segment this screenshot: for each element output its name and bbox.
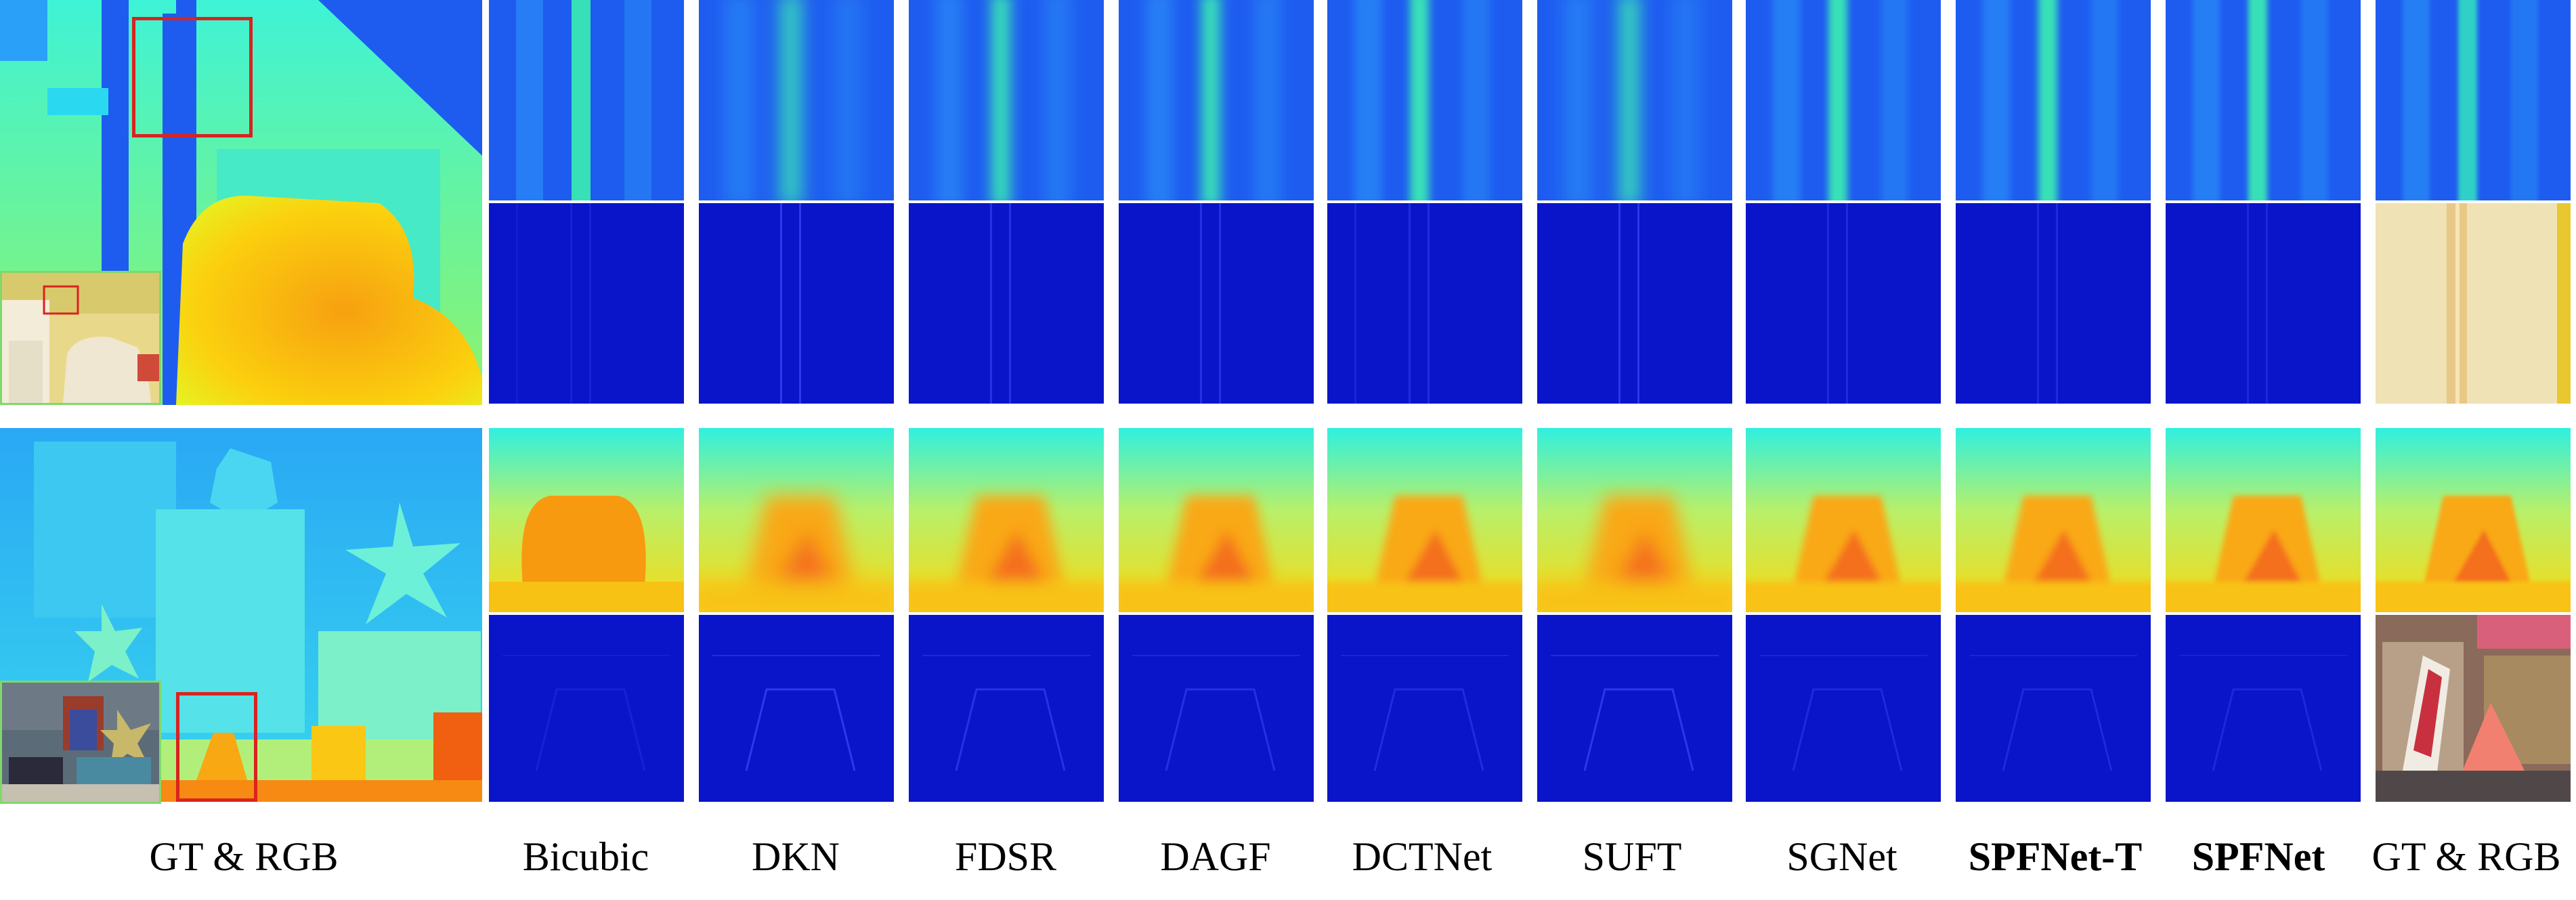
error-map-scene-2-fdsr [909,615,1104,802]
roi-box-scene-2 [176,692,257,802]
column-label-dagf: DAGF [1160,834,1271,879]
column-label-spfnet: SPFNet [2191,834,2325,879]
rgb-crop-scene-2-gt-rgb-right [2376,615,2571,802]
column-label-suft: SUFT [1582,834,1682,879]
error-map-scene-1-dctnet [1327,203,1522,404]
error-map-scene-1-sgnet [1746,203,1941,404]
rgb-inset-scene-2 [0,681,161,804]
column-label-dkn: DKN [752,834,840,879]
error-map-scene-1-dkn [699,203,894,404]
column-label-fdsr: FDSR [954,834,1057,879]
column-label-gt-rgb-right: GT & RGB [2371,834,2561,879]
column-label-bicubic: Bicubic [522,834,649,879]
depth-crop-scene-2-bicubic [489,428,684,612]
depth-crop-scene-1-spfnet [2166,0,2361,200]
error-map-scene-1-fdsr [909,203,1104,404]
depth-crop-scene-2-dagf [1119,428,1314,612]
depth-crop-scene-2-fdsr [909,428,1104,612]
depth-crop-scene-1-bicubic [489,0,684,200]
error-map-scene-1-suft [1537,203,1732,404]
depth-crop-scene-1-suft [1537,0,1732,200]
depth-crop-scene-2-spfnet [2166,428,2361,612]
depth-crop-scene-1-dctnet [1327,0,1522,200]
error-map-scene-1-spfnet-t [1956,203,2151,404]
depth-crop-scene-2-spfnet-t [1956,428,2151,612]
error-map-scene-2-suft [1537,615,1732,802]
error-map-scene-1-bicubic [489,203,684,404]
column-label-dctnet: DCTNet [1352,834,1493,879]
column-label-spfnet-t: SPFNet-T [1968,834,2143,879]
error-map-scene-1-dagf [1119,203,1314,404]
depth-crop-scene-2-gt-rgb-right [2376,428,2571,612]
rgb-crop-scene-1-gt-rgb-right [2376,203,2571,404]
error-map-scene-2-dctnet [1327,615,1522,802]
depth-crop-scene-1-dagf [1119,0,1314,200]
depth-crop-scene-1-gt-rgb-right [2376,0,2571,200]
error-map-scene-2-dkn [699,615,894,802]
error-map-scene-2-spfnet-t [1956,615,2151,802]
column-label-gt-rgb-left: GT & RGB [149,834,339,879]
depth-crop-scene-1-spfnet-t [1956,0,2151,200]
error-map-scene-2-dagf [1119,615,1314,802]
rgb-inset-scene-1 [0,271,161,405]
gt-depth-scene-1 [0,0,482,405]
error-map-scene-2-spfnet [2166,615,2361,802]
column-label-sgnet: SGNet [1786,834,1897,879]
error-map-scene-2-sgnet [1746,615,1941,802]
roi-box-scene-1 [132,17,253,137]
depth-crop-scene-2-suft [1537,428,1732,612]
error-map-scene-2-bicubic [489,615,684,802]
depth-crop-scene-1-dkn [699,0,894,200]
error-map-scene-1-spfnet [2166,203,2361,404]
depth-crop-scene-2-dctnet [1327,428,1522,612]
depth-crop-scene-2-sgnet [1746,428,1941,612]
depth-crop-scene-2-dkn [699,428,894,612]
depth-crop-scene-1-sgnet [1746,0,1941,200]
depth-crop-scene-1-fdsr [909,0,1104,200]
